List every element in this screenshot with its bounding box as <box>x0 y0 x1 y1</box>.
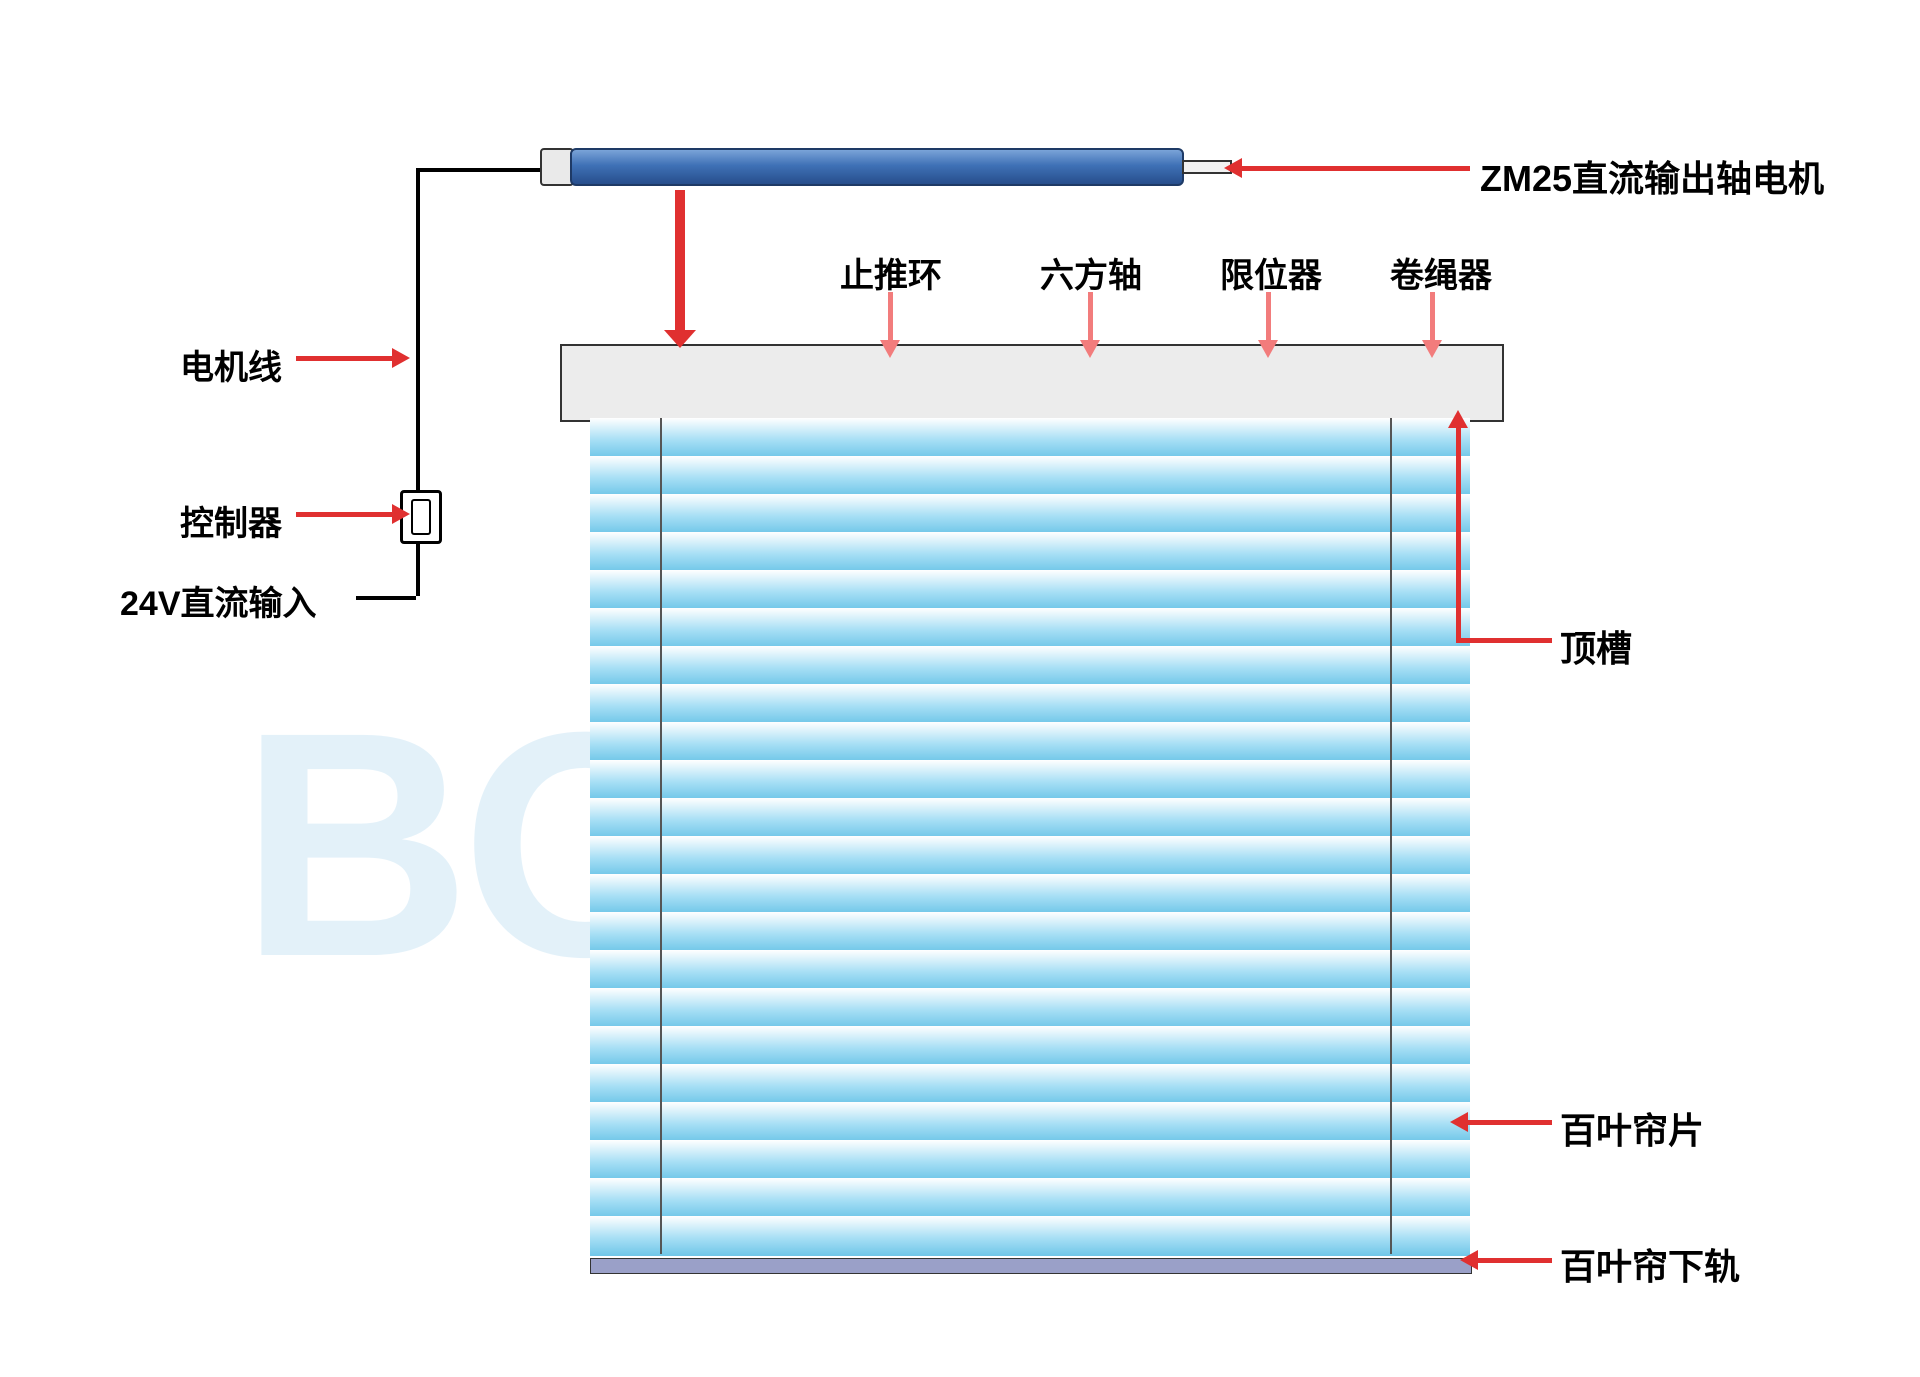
blind-slat <box>590 950 1470 990</box>
wire-dc-side <box>356 596 416 600</box>
label-rope-winder: 卷绳器 <box>1390 248 1492 297</box>
blind-slat <box>590 912 1470 952</box>
blind-slat <box>590 456 1470 496</box>
blind-slat <box>590 494 1470 534</box>
label-motor-name: ZM25直流输出轴电机 <box>1480 150 1824 202</box>
label-controller: 控制器 <box>180 496 282 545</box>
blind-slat <box>590 684 1470 724</box>
blind-slat <box>590 874 1470 914</box>
top-channel <box>560 344 1504 422</box>
wire-motor-line <box>416 168 420 490</box>
wire-to-dc <box>416 538 420 596</box>
blind-slat <box>590 570 1470 610</box>
blind-slat <box>590 532 1470 572</box>
blind-slat <box>590 1140 1470 1180</box>
label-stop-ring: 止推环 <box>840 248 942 297</box>
controller-inner-icon <box>411 499 431 535</box>
blind-slat <box>590 608 1470 648</box>
blind-slat <box>590 798 1470 838</box>
bottom-rail <box>590 1258 1472 1274</box>
motor-left-cap <box>540 148 574 186</box>
chord-left <box>660 418 662 1254</box>
label-limiter: 限位器 <box>1220 248 1322 297</box>
label-bottom-rail-text: 百叶帘下轨 <box>1560 1238 1740 1290</box>
label-dc-input: 24V直流输入 <box>120 576 317 625</box>
blind-slat <box>590 1178 1470 1218</box>
blind-slat <box>590 988 1470 1028</box>
blind-slat <box>590 418 1470 458</box>
blind-slat <box>590 646 1470 686</box>
diagram-stage: BOT ® 电机线 控制器 24V直流输入 ZM25直流输出轴电机 止推环 六方… <box>0 0 1920 1377</box>
label-slat: 百叶帘片 <box>1560 1102 1704 1154</box>
blind-slat <box>590 1064 1470 1104</box>
blind-slat <box>590 836 1470 876</box>
blind-slat <box>590 1102 1470 1142</box>
blind-slat <box>590 1216 1470 1256</box>
wire-to-motor <box>416 168 540 172</box>
label-top-channel: 顶槽 <box>1560 620 1632 672</box>
label-motor-line: 电机线 <box>180 340 282 389</box>
blind-slat <box>590 722 1470 762</box>
blind-slat <box>590 760 1470 800</box>
chord-right <box>1390 418 1392 1254</box>
blind-slat <box>590 1026 1470 1066</box>
label-hex-shaft: 六方轴 <box>1040 248 1142 297</box>
motor-body <box>570 148 1184 186</box>
